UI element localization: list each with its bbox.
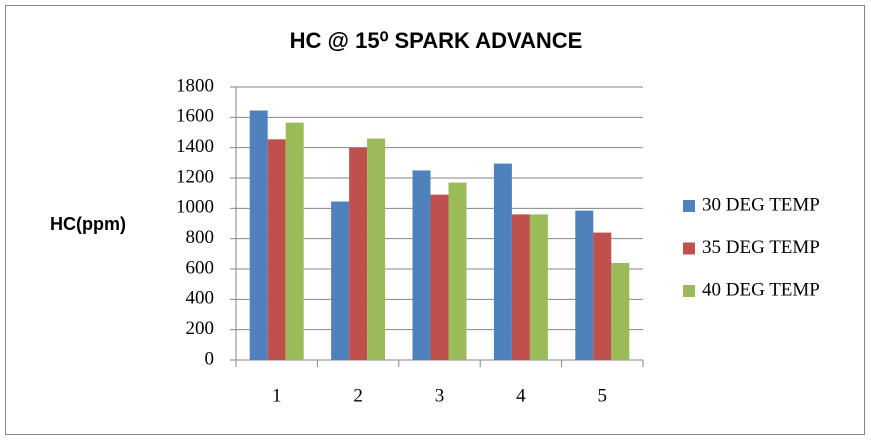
y-axis-label: HC(ppm) (50, 214, 126, 234)
x-tick-label: 3 (435, 385, 445, 406)
bar (249, 110, 268, 360)
x-tick-label: 2 (353, 385, 363, 406)
legend-swatch (683, 200, 695, 212)
bar (593, 232, 612, 360)
legend-label: 30 DEG TEMP (702, 194, 820, 215)
bar (448, 182, 467, 360)
y-tick-label: 0 (205, 348, 215, 369)
y-tick-label: 800 (186, 227, 215, 248)
y-tick-label: 1400 (176, 136, 214, 157)
bar (493, 163, 512, 360)
x-tick-label: 1 (272, 385, 282, 406)
y-tick-label: 1000 (176, 197, 214, 218)
bar (367, 138, 386, 360)
x-tick-label: 4 (516, 385, 526, 406)
bar (430, 194, 449, 360)
y-tick-label: 600 (186, 257, 215, 278)
legend-swatch (683, 285, 695, 297)
bar (611, 262, 630, 360)
y-tick-label: 1800 (176, 75, 214, 96)
bar (285, 122, 304, 361)
y-tick-label: 1200 (176, 166, 214, 187)
bar (331, 201, 350, 360)
bar (575, 210, 594, 360)
legend-swatch (683, 242, 695, 255)
chart-title: HC @ 15⁰ SPARK ADVANCE (290, 28, 583, 53)
bar (267, 139, 286, 360)
bar (511, 214, 530, 360)
bar (349, 147, 368, 360)
y-tick-label: 400 (186, 288, 215, 309)
legend-label: 40 DEG TEMP (702, 279, 820, 300)
y-tick-label: 1600 (176, 106, 214, 127)
legend-label: 35 DEG TEMP (702, 237, 820, 258)
bar (529, 214, 548, 360)
bar (412, 170, 431, 360)
x-tick-label: 5 (598, 385, 608, 406)
y-tick-label: 200 (186, 318, 215, 339)
